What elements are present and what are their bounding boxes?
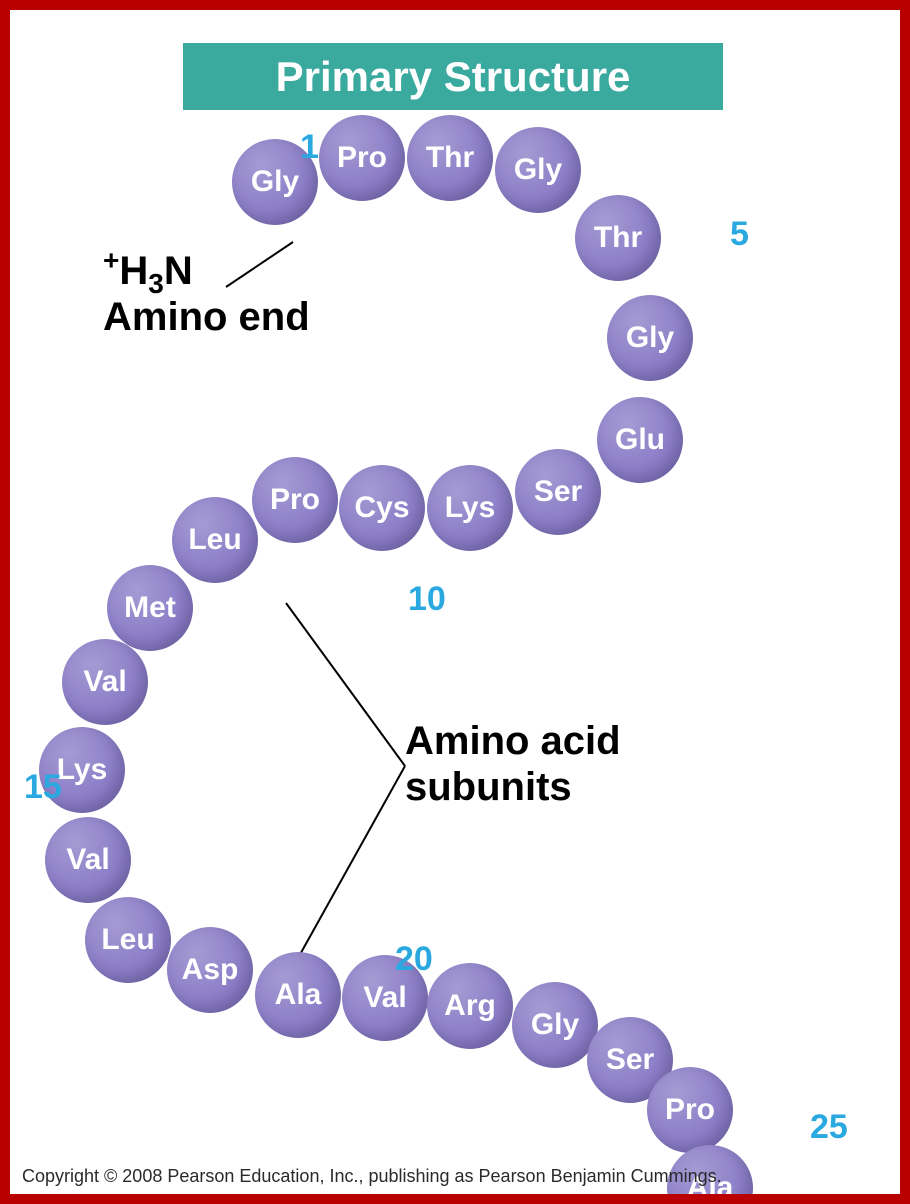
amino-13-met: Met: [107, 565, 193, 651]
position-label-15: 15: [24, 768, 62, 807]
amino-18-asp: Asp: [167, 927, 253, 1013]
amino-24-pro: Pro: [647, 1067, 733, 1153]
amino-9-lys: Lys: [427, 465, 513, 551]
amino-5-thr: Thr: [575, 195, 661, 281]
diagram-frame: Primary Structure GlyProThrGlyThrGlyGluS…: [0, 0, 910, 1204]
subunits-line2: subunits: [405, 764, 621, 810]
amino-end-line2: Amino end: [103, 294, 310, 340]
amino-12-leu: Leu: [172, 497, 258, 583]
position-label-1: 1: [300, 128, 319, 167]
position-label-10: 10: [408, 580, 446, 619]
position-label-25: 25: [810, 1108, 848, 1147]
title-banner: Primary Structure: [183, 43, 723, 110]
amino-8-ser: Ser: [515, 449, 601, 535]
amino-11-pro: Pro: [252, 457, 338, 543]
subunits-label: Amino acid subunits: [405, 718, 621, 810]
amino-14-val: Val: [62, 639, 148, 725]
amino-3-thr: Thr: [407, 115, 493, 201]
amino-6-gly: Gly: [607, 295, 693, 381]
amino-19-ala: Ala: [255, 952, 341, 1038]
amino-16-val: Val: [45, 817, 131, 903]
amino-end-charge: +: [103, 245, 119, 276]
title-text: Primary Structure: [276, 53, 631, 101]
amino-end-N: N: [164, 249, 193, 293]
amino-7-glu: Glu: [597, 397, 683, 483]
amino-end-H: H: [119, 249, 148, 293]
amino-10-cys: Cys: [339, 465, 425, 551]
amino-4-gly: Gly: [495, 127, 581, 213]
copyright-text: Copyright © 2008 Pearson Education, Inc.…: [22, 1166, 722, 1187]
amino-2-pro: Pro: [319, 115, 405, 201]
position-label-20: 20: [395, 940, 433, 979]
subunits-line1: Amino acid: [405, 718, 621, 764]
amino-end-label: +H3N Amino end: [103, 248, 310, 340]
amino-21-arg: Arg: [427, 963, 513, 1049]
position-label-5: 5: [730, 215, 749, 254]
amino-22-gly: Gly: [512, 982, 598, 1068]
amino-17-leu: Leu: [85, 897, 171, 983]
